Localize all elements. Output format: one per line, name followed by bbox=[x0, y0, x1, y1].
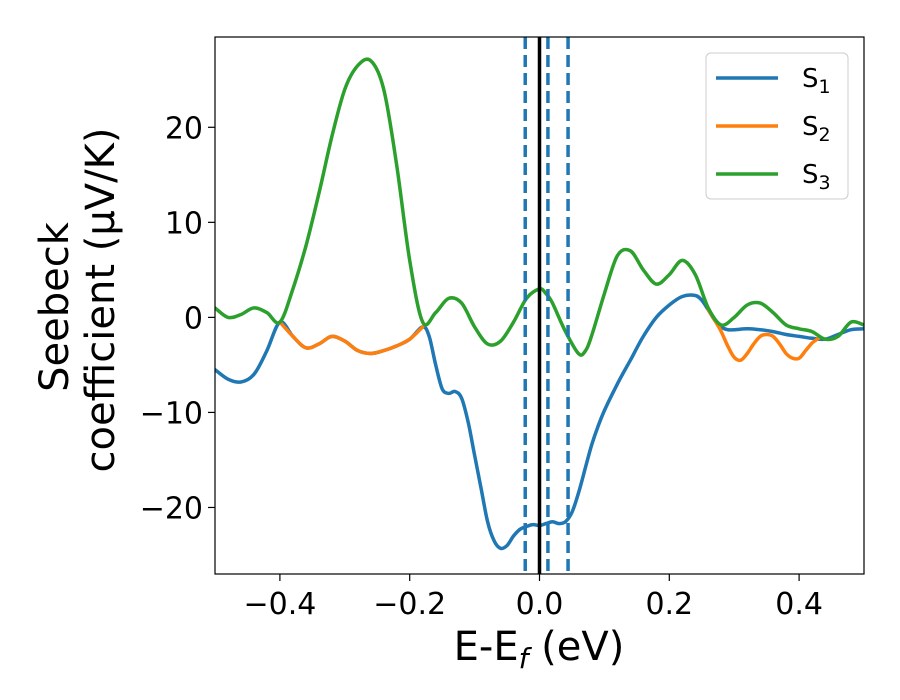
y-tick-label: −20 bbox=[140, 491, 203, 526]
x-tick-label: −0.2 bbox=[373, 587, 446, 622]
legend-label-s2: S2 bbox=[802, 112, 831, 146]
x-axis-title: E-Ef (eV) bbox=[454, 624, 625, 675]
y-tick-label: 0 bbox=[184, 301, 203, 336]
x-tick-label: 0.4 bbox=[775, 587, 823, 622]
y-tick-label: 10 bbox=[165, 206, 203, 241]
y-tick-label: −10 bbox=[140, 396, 203, 431]
legend: S1 S2 S3 bbox=[705, 52, 849, 200]
legend-label-s3: S3 bbox=[802, 160, 831, 194]
y-axis-title-line1: Seebeck bbox=[32, 221, 78, 392]
series-layer bbox=[215, 37, 864, 574]
x-tick-label: 0.0 bbox=[516, 587, 564, 622]
legend-label-s1: S1 bbox=[802, 64, 831, 98]
y-axis-title-line2: coefficient (μV/K) bbox=[78, 128, 124, 473]
series-line-s2-part1 bbox=[278, 320, 425, 356]
x-tick-label: −0.4 bbox=[243, 587, 316, 622]
y-tick-label: 20 bbox=[165, 111, 203, 146]
ticks-layer: −0.4 −0.2 0.0 0.2 0.4 −20 −10 0 10 20 bbox=[140, 111, 823, 622]
x-tick-label: 0.2 bbox=[645, 587, 693, 622]
series-line-s3 bbox=[215, 57, 864, 357]
series-line-s2-part2 bbox=[706, 308, 821, 363]
